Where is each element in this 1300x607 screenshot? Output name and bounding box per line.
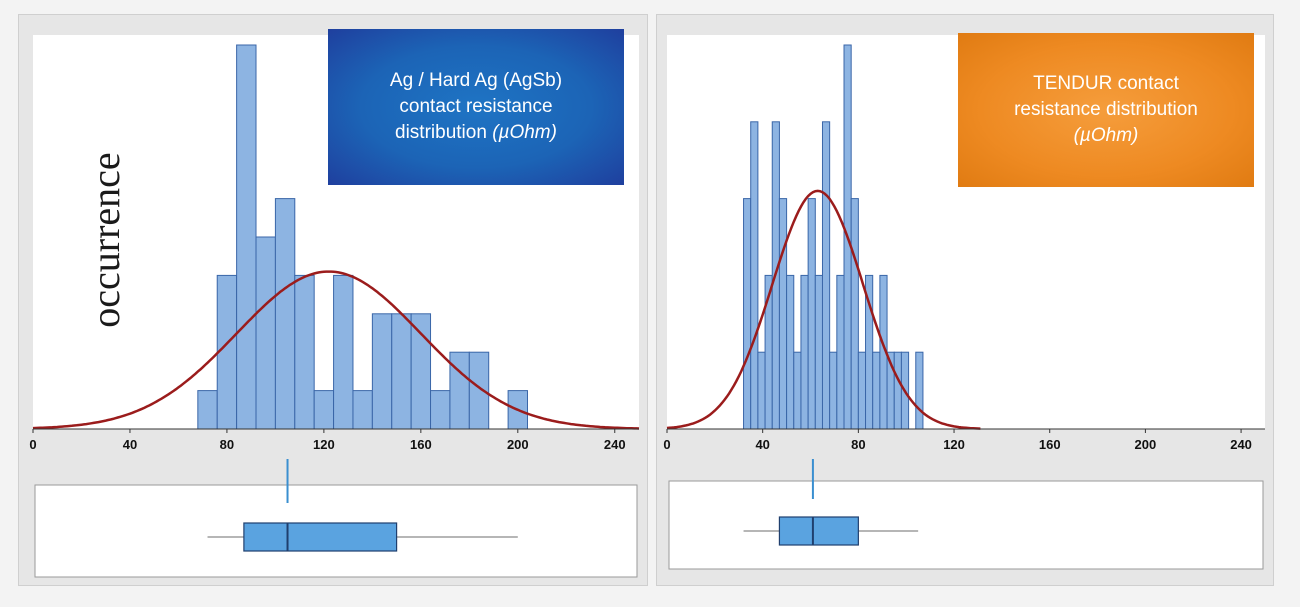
legend-box-tendur: TENDUR contact resistance distribution (… [958,33,1254,187]
histogram-bar [743,198,752,430]
title-line: contact resistance [399,96,553,117]
histogram-bar [410,313,432,430]
histogram-bar [333,274,354,430]
title-line: resistance distribution [1014,99,1198,120]
x-tick-label: 120 [943,437,965,452]
boxplot-frame [668,480,1264,570]
histogram-panel-agsb: occurrence 0 40 80 120 160 200 240 Ag / Hard Ag… [18,14,648,586]
x-tick-label: 160 [1039,437,1061,452]
histogram-bar [313,390,335,430]
y-axis-title: occurrence [83,152,128,327]
histogram-bar [750,121,759,430]
x-tick-label: 160 [410,437,432,452]
histogram-bar [391,313,412,430]
x-tick-label: 240 [604,437,626,452]
title-line: TENDUR contact [1033,73,1179,94]
histogram-bar [352,390,373,430]
histogram-bar [893,351,902,430]
legend-box-agsb: Ag / Hard Ag (AgSb) contact resistance d… [328,29,624,185]
histogram-bar [857,351,867,430]
histogram-bar [821,121,831,430]
x-tick-label: 200 [1135,437,1157,452]
x-tick-label: 0 [29,437,36,452]
histogram-bar [468,351,490,430]
x-tick-label: 80 [220,437,234,452]
histogram-panel-tendur: 0 40 80 120 160 200 240 TENDUR contact resista… [656,14,1274,586]
boxplot-box [243,522,398,552]
x-tick-label: 120 [313,437,335,452]
x-tick-label: 40 [123,437,137,452]
histogram-bar [786,274,795,430]
histogram-bar [371,313,393,430]
histogram-bar [850,198,859,430]
histogram-bar [807,198,816,430]
normal-fit-curve [666,189,981,430]
histogram-bar [836,274,845,430]
boxplot-box [778,516,859,546]
x-tick-label: 80 [851,437,865,452]
title-line: distribution (µOhm) [395,120,557,146]
histogram-bar [757,351,766,430]
histogram-bar [778,198,788,430]
histogram-bar [793,351,802,430]
normal-fit-curve [32,270,640,430]
histogram-bar [800,274,809,430]
title-line-text: distribution [395,122,487,143]
histogram-bar [197,390,218,430]
histogram-bar [430,390,451,430]
x-tick-label: 240 [1230,437,1252,452]
histogram-bar [255,236,276,430]
histogram-bar [915,351,924,430]
title-line: Ag / Hard Ag (AgSb) [389,70,563,91]
unit-label: (µOhm) [492,122,557,143]
x-tick-label: 40 [755,437,769,452]
histogram-bar [236,44,257,430]
histogram-bar [216,274,238,430]
unit-label: (µOhm) [1073,125,1139,146]
histogram-bar [294,274,315,430]
histogram-bar [872,351,881,430]
x-tick-label: 0 [663,437,670,452]
histogram-bar [814,274,823,430]
x-tick-label: 200 [507,437,529,452]
histogram-bar [829,351,838,430]
histogram-bar [274,198,296,430]
